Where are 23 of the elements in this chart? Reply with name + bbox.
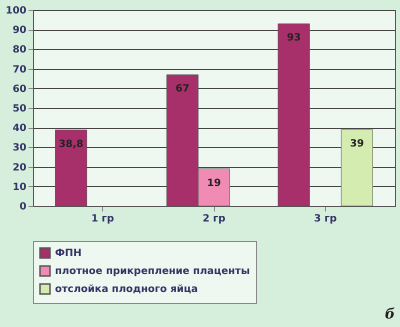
- data-label: 93: [286, 32, 301, 44]
- y-tick-label: 50: [12, 104, 27, 114]
- legend-label: отслойка плодного яйца: [55, 284, 198, 295]
- data-label: 19: [207, 178, 221, 189]
- y-tick-label: 10: [12, 182, 27, 193]
- y-tick-label: 0: [20, 202, 27, 212]
- y-tick-label: 70: [12, 64, 27, 76]
- data-label: 39: [350, 138, 364, 150]
- data-label: 38,8: [58, 138, 84, 150]
- y-tick-label: 40: [12, 123, 27, 134]
- data-label: 67: [175, 84, 190, 95]
- x-tick-label: 3 гр: [314, 214, 337, 224]
- y-tick-label: 30: [12, 142, 27, 154]
- y-tick-label: 80: [12, 44, 27, 56]
- y-tick-label: 90: [12, 25, 27, 36]
- y-tick-label: 20: [12, 162, 27, 174]
- text: б: [384, 306, 395, 322]
- legend-label: плотное прикрепление плаценты: [55, 266, 250, 277]
- y-tick-label: 100: [6, 6, 27, 16]
- legend-label: ФПН: [55, 248, 82, 259]
- y-tick-label: 60: [12, 84, 27, 95]
- x-tick-label: 2 гр: [202, 214, 226, 224]
- x-tick-label: 1 гр: [91, 214, 114, 224]
